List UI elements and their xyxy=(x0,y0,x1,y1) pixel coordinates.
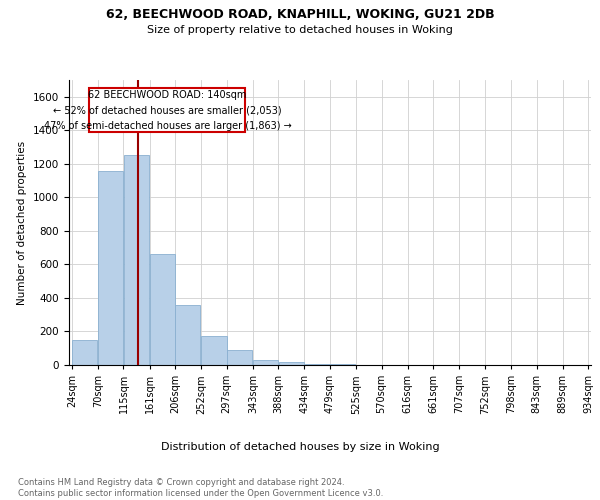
Bar xyxy=(124,154,149,365)
Text: 62, BEECHWOOD ROAD, KNAPHILL, WOKING, GU21 2DB: 62, BEECHWOOD ROAD, KNAPHILL, WOKING, GU… xyxy=(106,8,494,20)
Bar xyxy=(278,362,304,365)
Bar xyxy=(227,350,252,365)
Bar xyxy=(98,170,124,365)
Text: Contains HM Land Registry data © Crown copyright and database right 2024.
Contai: Contains HM Land Registry data © Crown c… xyxy=(18,478,383,498)
Bar xyxy=(253,360,278,365)
FancyBboxPatch shape xyxy=(89,88,245,132)
Text: Size of property relative to detached houses in Woking: Size of property relative to detached ho… xyxy=(147,25,453,35)
Bar xyxy=(72,340,97,365)
Bar xyxy=(175,306,200,365)
Y-axis label: Number of detached properties: Number of detached properties xyxy=(17,140,28,304)
Text: 62 BEECHWOOD ROAD: 140sqm
← 52% of detached houses are smaller (2,053)
47% of se: 62 BEECHWOOD ROAD: 140sqm ← 52% of detac… xyxy=(44,90,292,131)
Bar xyxy=(305,364,330,365)
Bar xyxy=(150,254,175,365)
Text: Distribution of detached houses by size in Woking: Distribution of detached houses by size … xyxy=(161,442,439,452)
Bar xyxy=(330,364,355,365)
Bar xyxy=(202,336,227,365)
